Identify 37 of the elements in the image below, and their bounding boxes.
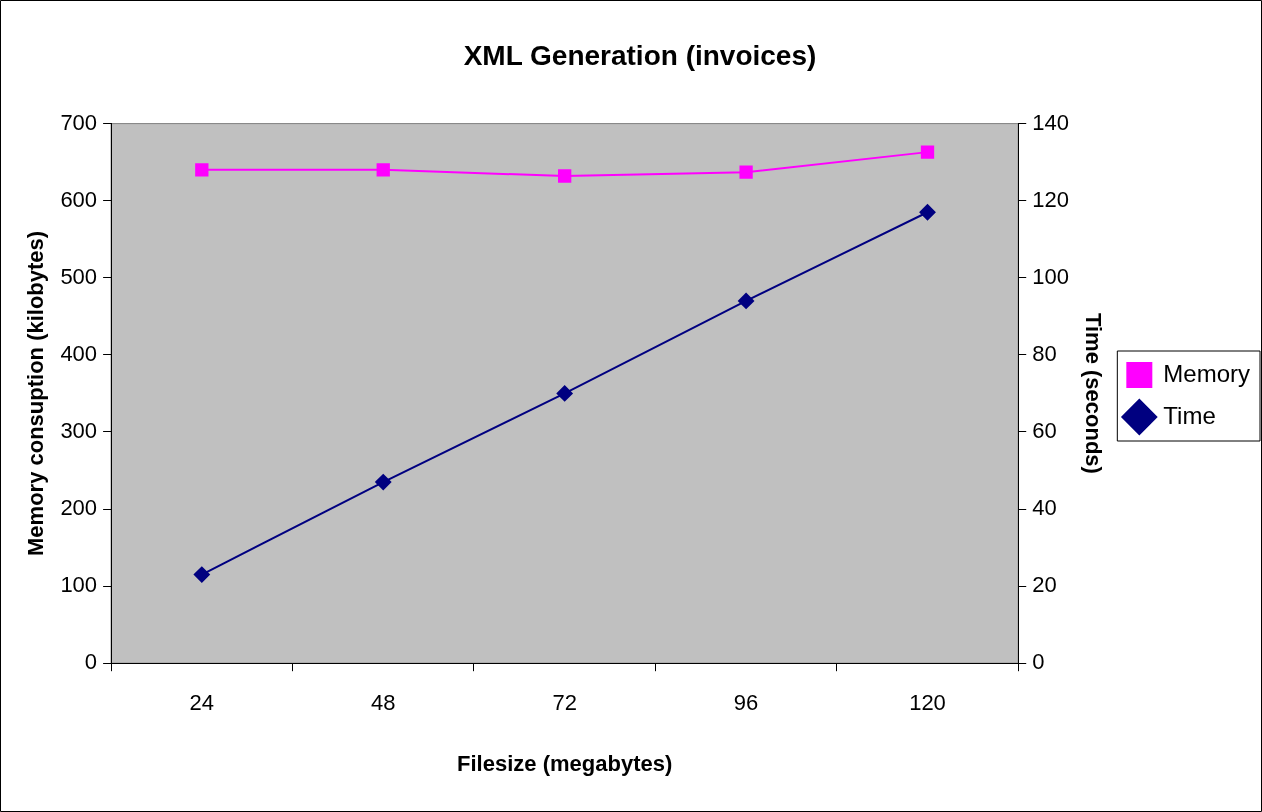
point bbox=[376, 163, 390, 177]
y2-axis-title: Time (seconds) bbox=[1081, 312, 1107, 474]
point bbox=[739, 165, 753, 179]
y2-tick-label: 60 bbox=[1032, 418, 1057, 444]
y-tick-label: 0 bbox=[84, 649, 98, 675]
x-tick-label: 72 bbox=[552, 690, 577, 716]
y2-tick-label: 40 bbox=[1032, 495, 1057, 521]
point bbox=[558, 169, 572, 183]
y-tick-label: 400 bbox=[60, 340, 98, 366]
point bbox=[556, 385, 573, 402]
point bbox=[195, 163, 209, 177]
legend-label: Time bbox=[1163, 401, 1216, 429]
y2-tick-label: 0 bbox=[1032, 649, 1045, 675]
point bbox=[920, 145, 935, 159]
y2-tick-label: 20 bbox=[1032, 572, 1057, 598]
x-tick-label: 48 bbox=[371, 690, 396, 716]
point bbox=[375, 474, 392, 491]
point bbox=[738, 292, 755, 309]
x-axis-title: Filesize (megabytes) bbox=[457, 750, 673, 776]
y-tick-label: 700 bbox=[60, 109, 98, 135]
y-tick-label: 600 bbox=[60, 186, 98, 212]
y-tick-label: 300 bbox=[60, 418, 98, 444]
y-tick-label: 500 bbox=[60, 263, 98, 289]
y-axis-title: Memory consuption (kilobytes) bbox=[23, 230, 49, 556]
x-tick-label: 96 bbox=[733, 690, 759, 716]
point bbox=[919, 204, 936, 221]
y-tick-label: 200 bbox=[60, 495, 98, 521]
y2-tick-label: 80 bbox=[1032, 340, 1057, 366]
y2-tick-label: 140 bbox=[1032, 109, 1069, 135]
y2-tick-label: 120 bbox=[1032, 186, 1069, 212]
point bbox=[193, 566, 210, 583]
x-tick-label: 120 bbox=[909, 690, 946, 716]
x-tick-label: 24 bbox=[189, 690, 215, 716]
y2-tick-label: 100 bbox=[1032, 263, 1069, 289]
chart-title: XML Generation (invoices) bbox=[463, 39, 817, 71]
legend-label: Memory bbox=[1163, 359, 1250, 387]
y-tick-label: 100 bbox=[60, 572, 98, 598]
